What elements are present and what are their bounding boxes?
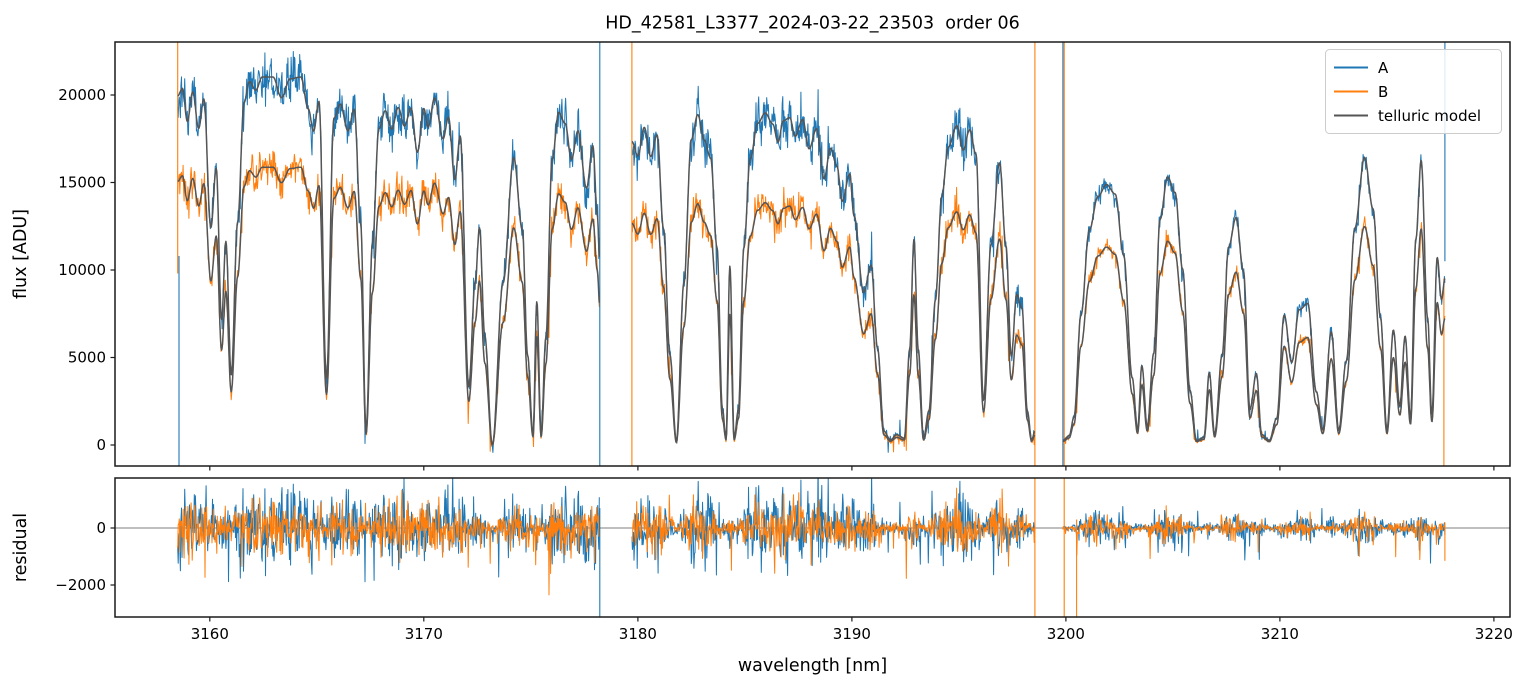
telluric-model-a	[631, 112, 1036, 443]
residual-y-tick-label: −2000	[55, 576, 106, 594]
flux-y-tick-label: 15000	[58, 174, 106, 192]
series-a-flux	[177, 51, 600, 453]
x-axis-label: wavelength [nm]	[738, 656, 887, 676]
legend-label-b: B	[1378, 83, 1388, 101]
legend-label-a: A	[1378, 59, 1389, 77]
telluric-model-a	[177, 76, 601, 446]
legend: A B telluric model	[1325, 49, 1502, 134]
telluric-model-b	[1062, 225, 1446, 443]
x-tick-label: 3160	[191, 625, 229, 643]
series-b-residual	[631, 487, 1036, 579]
series-a-residual	[631, 478, 1036, 576]
series-b-residual	[177, 489, 600, 596]
legend-box	[1325, 49, 1502, 134]
axis-ticks: 3160 3170 3180 3190 3200 3210 3220 0 5000 10000 15…	[55, 86, 1513, 643]
residual-axes-frame	[114, 477, 1511, 618]
residual-axis-label: residual	[11, 513, 31, 582]
series-b-flux	[1062, 216, 1446, 444]
x-tick-label: 3220	[1475, 625, 1513, 643]
flux-axes-frame	[114, 41, 1511, 467]
x-tick-label: 3200	[1047, 625, 1085, 643]
telluric-model-a	[1062, 156, 1446, 442]
series-a-flux	[631, 85, 1036, 453]
flux-y-tick-label: 10000	[58, 261, 106, 279]
telluric-model-b	[177, 166, 601, 446]
residual-y-tick-label: 0	[96, 519, 106, 537]
series-b-flux	[631, 186, 1036, 453]
axes	[114, 41, 1511, 618]
x-tick-label: 3190	[833, 625, 871, 643]
flux-panel-series	[177, 42, 1446, 466]
flux-y-tick-label: 0	[96, 436, 106, 454]
x-tick-label: 3210	[1261, 625, 1299, 643]
legend-label-telluric-model: telluric model	[1378, 107, 1481, 125]
plot-title: HD_42581_L3377_2024-03-22_23503 order 06	[605, 14, 1020, 34]
residual-panel-series	[115, 478, 1510, 617]
series-b-residual	[1062, 505, 1446, 561]
flux-y-tick-label: 5000	[68, 349, 106, 367]
x-tick-label: 3170	[405, 625, 443, 643]
telluric-model-b	[631, 201, 1036, 444]
flux-axis-label: flux [ADU]	[11, 209, 31, 299]
flux-y-tick-label: 20000	[58, 86, 106, 104]
x-tick-label: 3180	[619, 625, 657, 643]
